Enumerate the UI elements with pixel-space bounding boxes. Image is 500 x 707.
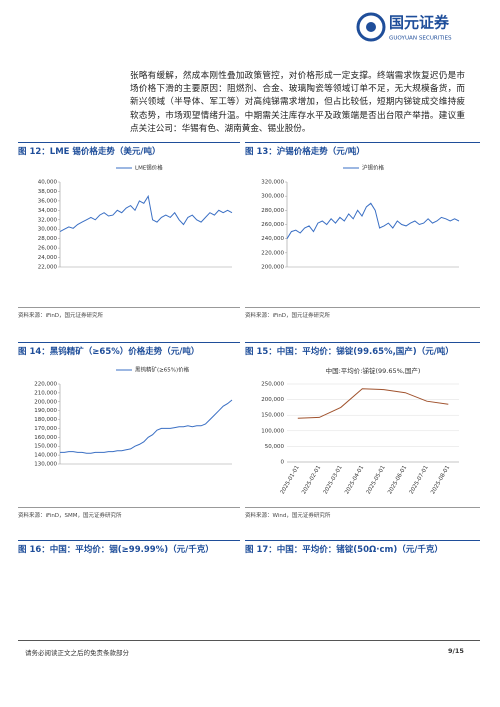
y-tick-label: 0: [281, 460, 285, 466]
line: [59, 194, 233, 233]
x-tick-label: 2025-06-01: [387, 465, 408, 496]
rule: [18, 142, 240, 143]
line: [286, 202, 460, 239]
paragraph: 张略有缓解，然成本刚性叠加政策管控，对价格形成一定支撑。终端需求恢复迟仍是市场价…: [130, 71, 465, 134]
y-tick-label: 200,000: [34, 399, 57, 405]
y-tick-label: 28,000: [38, 236, 58, 242]
legend-label: 沪锡价格: [362, 164, 385, 172]
line: [297, 388, 449, 419]
page-number: 9/15: [448, 647, 464, 655]
figure-title: 图 14：黑钨精矿（≥65%）价格走势（元/吨）: [18, 347, 200, 357]
company-name: 国元证券: [389, 14, 450, 32]
rule: [245, 142, 480, 143]
y-tick-label: 220,000: [34, 382, 57, 388]
chart: 200,000 220,000 240,000 260,000 280,000 300,0…: [261, 164, 460, 271]
y-tick-label: 320,000: [261, 180, 284, 186]
x-tick-label: 2025-07-01: [409, 465, 430, 496]
y-tick-label: 30,000: [38, 227, 58, 233]
figure-title: 图 15：中国：平均价：锑锭(99.65%,国产)（元/吨）: [245, 347, 454, 357]
y-tick-label: 22,000: [38, 265, 58, 271]
y-tick-label: 40,000: [38, 180, 58, 186]
x-tick-label: 2025-01-01: [280, 465, 301, 496]
figure-title: 图 12：LME 锡价格走势（美元/吨）: [18, 147, 161, 157]
source: 资料来源：iFinD，SMM，国元证券研究所: [18, 513, 122, 519]
x-tick-label: 2025-08-01: [430, 465, 451, 496]
y-tick-label: 50,000: [265, 444, 285, 450]
y-tick-label: 180,000: [34, 417, 57, 423]
legend-label: 黑钨精矿(≥65%)价格: [135, 366, 190, 374]
chart: 0 50,000 100,000 150,000 200,000 250,000 中国:平均…: [261, 366, 459, 496]
y-tick-label: 24,000: [38, 255, 58, 261]
y-tick-label: 160,000: [34, 435, 57, 441]
chart: 130,000 140,000 150,000 160,000 170,000 180,0…: [34, 366, 233, 468]
x-tick-label: 2025-05-01: [366, 465, 387, 496]
company-name-en: GUOYUAN SECURITIES: [389, 36, 452, 42]
y-tick-label: 150,000: [34, 444, 57, 450]
figure-title: 图 13：沪锡价格走势（元/吨）: [245, 147, 365, 157]
y-tick-label: 250,000: [261, 382, 284, 388]
logo: 国元证券 GUOYUAN SECURITIES: [356, 12, 452, 42]
rule: [18, 307, 240, 308]
x-tick-label: 2025-04-01: [344, 465, 365, 496]
y-tick-label: 130,000: [34, 462, 57, 468]
y-tick-label: 150,000: [261, 413, 284, 419]
y-tick-label: 260,000: [261, 222, 284, 228]
legend-label: LME锡价格: [135, 164, 163, 172]
chart-title: 中国:平均价:锑锭(99.65%,国产): [326, 366, 421, 375]
y-tick-label: 190,000: [34, 408, 57, 414]
figure-title: 图 16：中国：平均价：铟(≥99.99%)（元/千克）: [18, 545, 214, 555]
y-tick-label: 36,000: [38, 198, 58, 204]
chart: 22,000 24,000 26,000 28,000 30,000 32,000 34,0…: [38, 164, 233, 271]
y-tick-label: 240,000: [261, 236, 284, 242]
source: 资料来源：iFinD，国元证券研究所: [245, 313, 331, 319]
y-tick-label: 210,000: [34, 390, 57, 396]
rule: [18, 540, 240, 541]
y-tick-label: 100,000: [261, 428, 284, 434]
y-tick-label: 140,000: [34, 453, 57, 459]
line: [60, 399, 233, 454]
y-tick-label: 300,000: [261, 194, 284, 200]
rule: [245, 307, 480, 308]
rule: [18, 342, 240, 343]
rule: [18, 507, 240, 508]
y-tick-label: 280,000: [261, 208, 284, 214]
y-tick-label: 38,000: [38, 189, 58, 195]
rule: [18, 640, 480, 641]
y-tick-label: 170,000: [34, 426, 57, 432]
x-tick-label: 2025-03-01: [323, 465, 344, 496]
y-tick-label: 200,000: [261, 265, 284, 271]
y-tick-label: 26,000: [38, 246, 58, 252]
rule: [245, 342, 480, 343]
source: 资料来源：iFinD，国元证券研究所: [18, 313, 104, 319]
rule: [245, 540, 480, 541]
disclaimer: 请务必阅读正文之后的免责条款部分: [25, 649, 129, 657]
y-tick-label: 200,000: [261, 397, 284, 403]
source: 资料来源：Wind，国元证券研究所: [245, 513, 331, 519]
figure-title: 图 17：中国：平均价：锗锭(50Ω·cm)（元/千克）: [245, 545, 443, 555]
y-tick-label: 220,000: [261, 250, 284, 256]
rule: [245, 507, 480, 508]
x-tick-label: 2025-02-01: [301, 465, 322, 496]
y-tick-label: 32,000: [38, 217, 58, 223]
y-tick-label: 34,000: [38, 208, 58, 214]
